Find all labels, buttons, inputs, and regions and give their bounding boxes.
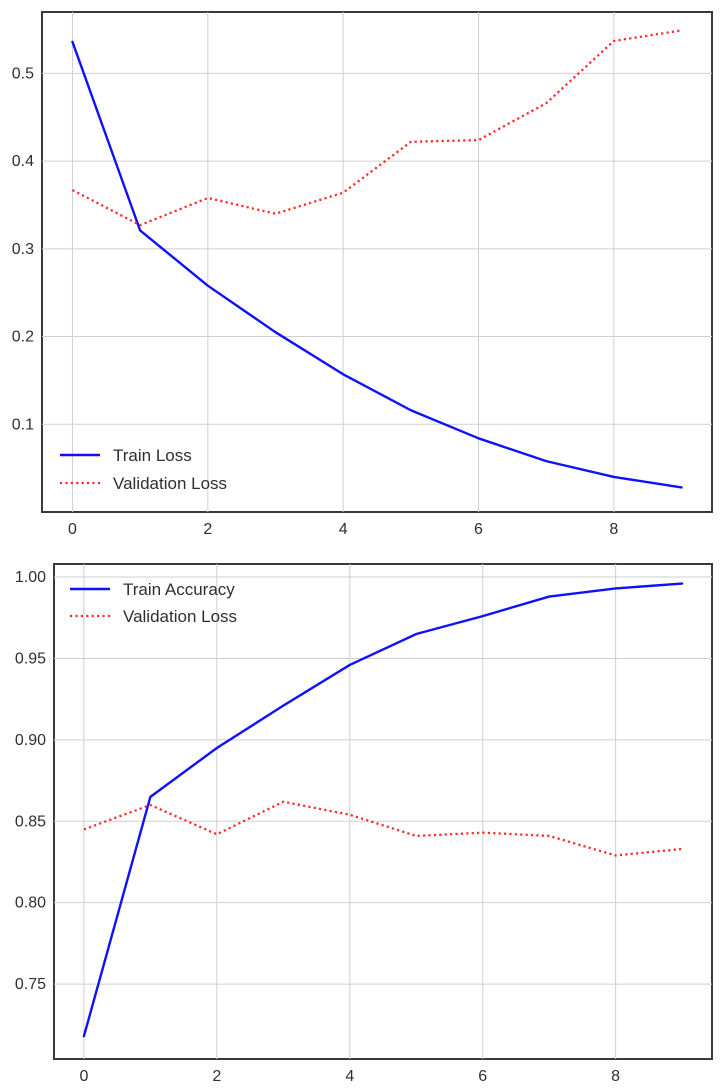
y-tick-label: 0.75 [15,976,46,993]
plot-area [53,563,713,1060]
x-tick-label: 6 [478,1068,487,1085]
series-line [82,582,684,1038]
y-tick-label: 0.90 [15,732,46,749]
legend-label: Validation Loss [123,607,237,626]
x-tick-label: 0 [68,521,77,538]
legend-label: Train Loss [113,446,192,465]
legend-label: Validation Loss [113,474,227,493]
y-tick-label: 0.3 [12,241,34,258]
x-tick-label: 4 [339,521,348,538]
y-tick-label: 0.1 [12,416,34,433]
x-tick-label: 0 [79,1068,88,1085]
y-tick-label: 0.80 [15,895,46,912]
chart-2: 0 2 4 6 8 0.75 0.80 0.85 0.90 0.95 1.00 Train Accur… [15,563,713,1085]
series-line [83,800,683,857]
plot-area [41,11,713,513]
y-tick-label: 1.00 [15,569,46,586]
x-tick-label: 8 [611,1068,620,1085]
x-tick-label: 6 [474,521,483,538]
y-tick-label: 0.5 [12,65,34,82]
legend-label: Train Accuracy [123,580,235,599]
x-tick-label: 2 [203,521,212,538]
y-tick-label: 0.85 [15,813,46,830]
series-line [71,40,683,489]
y-tick-label: 0.95 [15,650,46,667]
chart-1: 0 2 4 6 8 0.1 0.2 0.3 0.4 0.5 Train Loss Validation… [12,11,713,538]
y-tick-label: 0.4 [12,153,34,170]
x-tick-label: 2 [212,1068,221,1085]
y-tick-label: 0.2 [12,329,34,346]
x-tick-label: 4 [345,1068,354,1085]
x-tick-label: 8 [609,521,618,538]
